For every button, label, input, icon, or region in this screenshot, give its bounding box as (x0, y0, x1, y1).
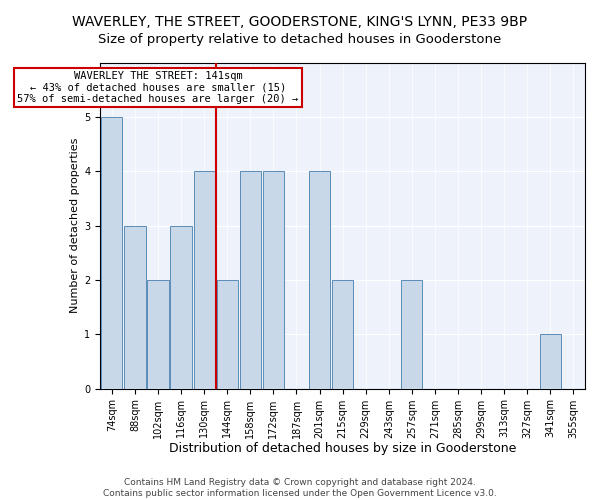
Bar (170, 226, 191, 388)
Bar (540, 334, 561, 388)
Bar (217, 280, 238, 388)
Bar (332, 280, 353, 388)
Bar (309, 171, 330, 388)
Text: WAVERLEY THE STREET: 141sqm
← 43% of detached houses are smaller (15)
57% of sem: WAVERLEY THE STREET: 141sqm ← 43% of det… (17, 70, 299, 104)
Bar (401, 280, 422, 388)
Bar (194, 171, 215, 388)
Bar (101, 117, 122, 388)
X-axis label: Distribution of detached houses by size in Gooderstone: Distribution of detached houses by size … (169, 442, 517, 455)
Text: WAVERLEY, THE STREET, GOODERSTONE, KING'S LYNN, PE33 9BP: WAVERLEY, THE STREET, GOODERSTONE, KING'… (73, 15, 527, 29)
Bar (124, 226, 146, 388)
Bar (263, 171, 284, 388)
Text: Contains HM Land Registry data © Crown copyright and database right 2024.
Contai: Contains HM Land Registry data © Crown c… (103, 478, 497, 498)
Y-axis label: Number of detached properties: Number of detached properties (70, 138, 80, 313)
Bar (148, 280, 169, 388)
Bar (239, 171, 261, 388)
Text: Size of property relative to detached houses in Gooderstone: Size of property relative to detached ho… (98, 32, 502, 46)
